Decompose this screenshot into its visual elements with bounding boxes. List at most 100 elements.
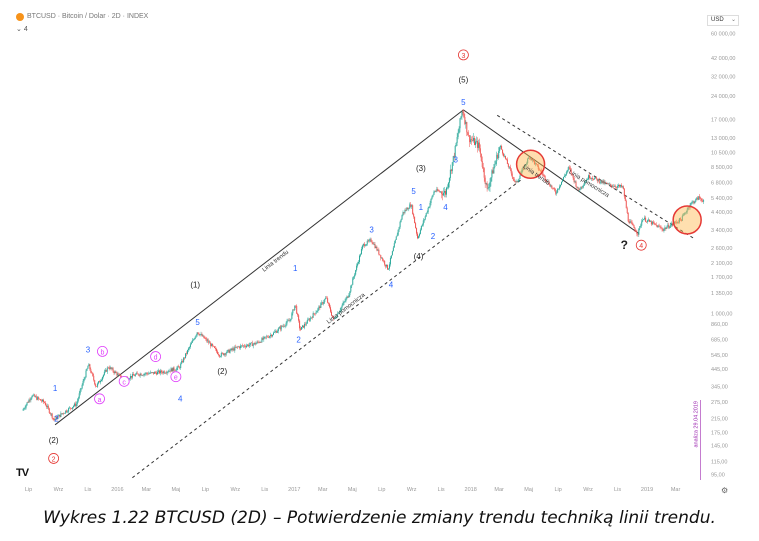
indicator-toggle[interactable]: ⌄ 4 (16, 25, 28, 33)
candle-body (278, 327, 280, 329)
candle-body (33, 394, 35, 396)
candle-body (273, 332, 274, 335)
candle-body (654, 223, 656, 225)
y-tick-label: 860,00 (711, 322, 728, 328)
candle-body (647, 220, 649, 222)
candle-body (484, 177, 486, 184)
candle-body (108, 367, 110, 369)
candle-body (137, 373, 139, 375)
candle-body (422, 220, 424, 225)
candle-body (70, 407, 72, 409)
candle-body (546, 181, 548, 183)
candle-body (207, 340, 209, 342)
candle-body (448, 177, 450, 183)
y-axis: 60 000,00 42 000,00 32 000,00 24 000,00 17 0… (711, 32, 735, 479)
candle-body (186, 353, 188, 354)
candle-body (308, 319, 310, 321)
candle-body (339, 310, 341, 312)
candle-body (211, 343, 213, 347)
candle-body (694, 201, 696, 204)
candle-body (567, 167, 569, 171)
candle-body (71, 408, 73, 409)
candle-body (431, 196, 433, 199)
wave-label-ring (94, 393, 105, 405)
candle-body (579, 189, 581, 191)
candle-body (76, 400, 78, 404)
candle-body (615, 186, 617, 188)
candle-body (701, 198, 703, 201)
candle-body (149, 373, 151, 374)
y-tick-label: 95,00 (711, 473, 725, 479)
candle-body (669, 227, 671, 228)
candle-body (176, 368, 178, 371)
candle-body (605, 182, 607, 183)
candle-body (334, 318, 336, 319)
candle-body (365, 244, 367, 246)
candle-body (583, 185, 585, 187)
candle-body (317, 308, 319, 312)
candle-body (436, 189, 438, 192)
candle-body (651, 221, 653, 225)
candle-body (100, 381, 101, 383)
candle-body (580, 186, 582, 190)
wave-label: 5 (461, 98, 466, 107)
candle-body (675, 221, 677, 223)
settings-gear-icon[interactable]: ⚙ (721, 486, 729, 495)
candle-body (359, 255, 361, 262)
candle-body (280, 325, 282, 330)
candle-body (82, 380, 84, 385)
candle-body (668, 224, 670, 228)
candle-body (655, 224, 657, 226)
candle-body (614, 186, 616, 187)
candle-body (40, 399, 42, 401)
candle-body (87, 366, 89, 369)
wave-label: (2) (49, 436, 59, 445)
candle-body (475, 140, 477, 142)
candle-body (510, 169, 512, 174)
candle-body (276, 331, 278, 333)
candle-body (685, 212, 687, 213)
candle-body (43, 402, 45, 403)
candle-body (186, 350, 188, 354)
candle-body (112, 368, 114, 372)
candle-body (524, 164, 526, 170)
candle-body (131, 374, 133, 378)
candle-body (572, 174, 574, 178)
candle-body (405, 210, 407, 211)
candle-body (66, 410, 68, 412)
y-tick-label: 145,00 (711, 444, 728, 450)
candle-body (670, 224, 672, 228)
candle-body (45, 405, 47, 407)
candle-body (184, 357, 186, 359)
candle-body (446, 187, 447, 195)
candle-body (230, 348, 232, 351)
candle-body (103, 371, 105, 375)
candle-body (25, 404, 27, 408)
candle-body (299, 320, 301, 329)
candle-body (172, 367, 174, 372)
candle-body (216, 351, 218, 354)
candle-body (563, 175, 565, 177)
candle-body (348, 295, 350, 298)
candle-body (648, 219, 650, 222)
candle-body (394, 239, 396, 244)
candle-body (569, 167, 571, 170)
wave-label: (2) (217, 367, 227, 376)
currency-select[interactable]: USD ⌄ (707, 15, 739, 26)
candle-body (381, 257, 383, 259)
candle-body (191, 340, 193, 343)
candle-body (346, 296, 348, 299)
candle-body (48, 408, 50, 413)
candle-body (306, 319, 308, 324)
candle-body (399, 221, 401, 228)
candle-body (425, 213, 427, 217)
candle-body (594, 177, 596, 179)
candle-body (195, 334, 197, 337)
x-tick-label: Mar (494, 487, 504, 493)
candle-body (519, 175, 521, 179)
candle-body (518, 178, 520, 181)
candle-body (461, 111, 463, 117)
x-tick-label: Maj (524, 487, 533, 493)
candle-body (227, 349, 229, 351)
candle-body (674, 221, 676, 224)
